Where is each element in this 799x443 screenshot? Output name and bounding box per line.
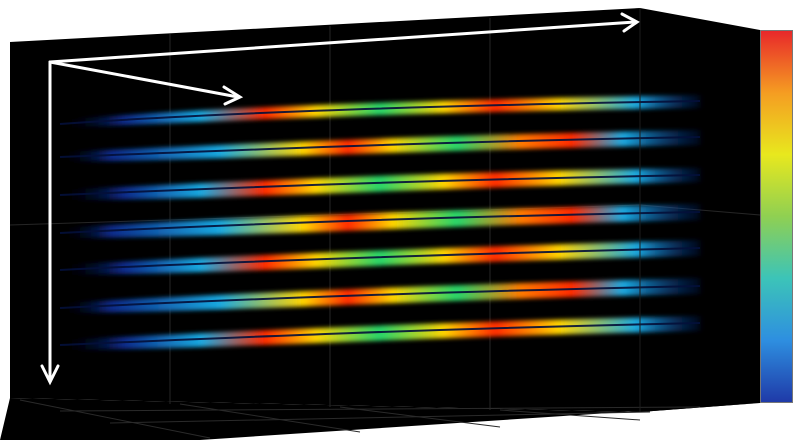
colorbar: [760, 30, 793, 403]
axis-arrow-diagonal: [48, 60, 240, 99]
slice-3: [60, 168, 700, 200]
slice-centerlines: [59, 100, 701, 346]
floor-grid: [19, 399, 701, 439]
floor-panel: [0, 398, 760, 440]
axis-arrowhead-diagonal-icon: [222, 85, 244, 106]
axis-arrowhead-right-icon: [620, 12, 640, 33]
axis-arrowhead-down-icon: [40, 364, 60, 386]
axis-arrow-right: [48, 20, 637, 64]
slice-4: [60, 204, 700, 238]
axis-arrows: [40, 12, 640, 386]
